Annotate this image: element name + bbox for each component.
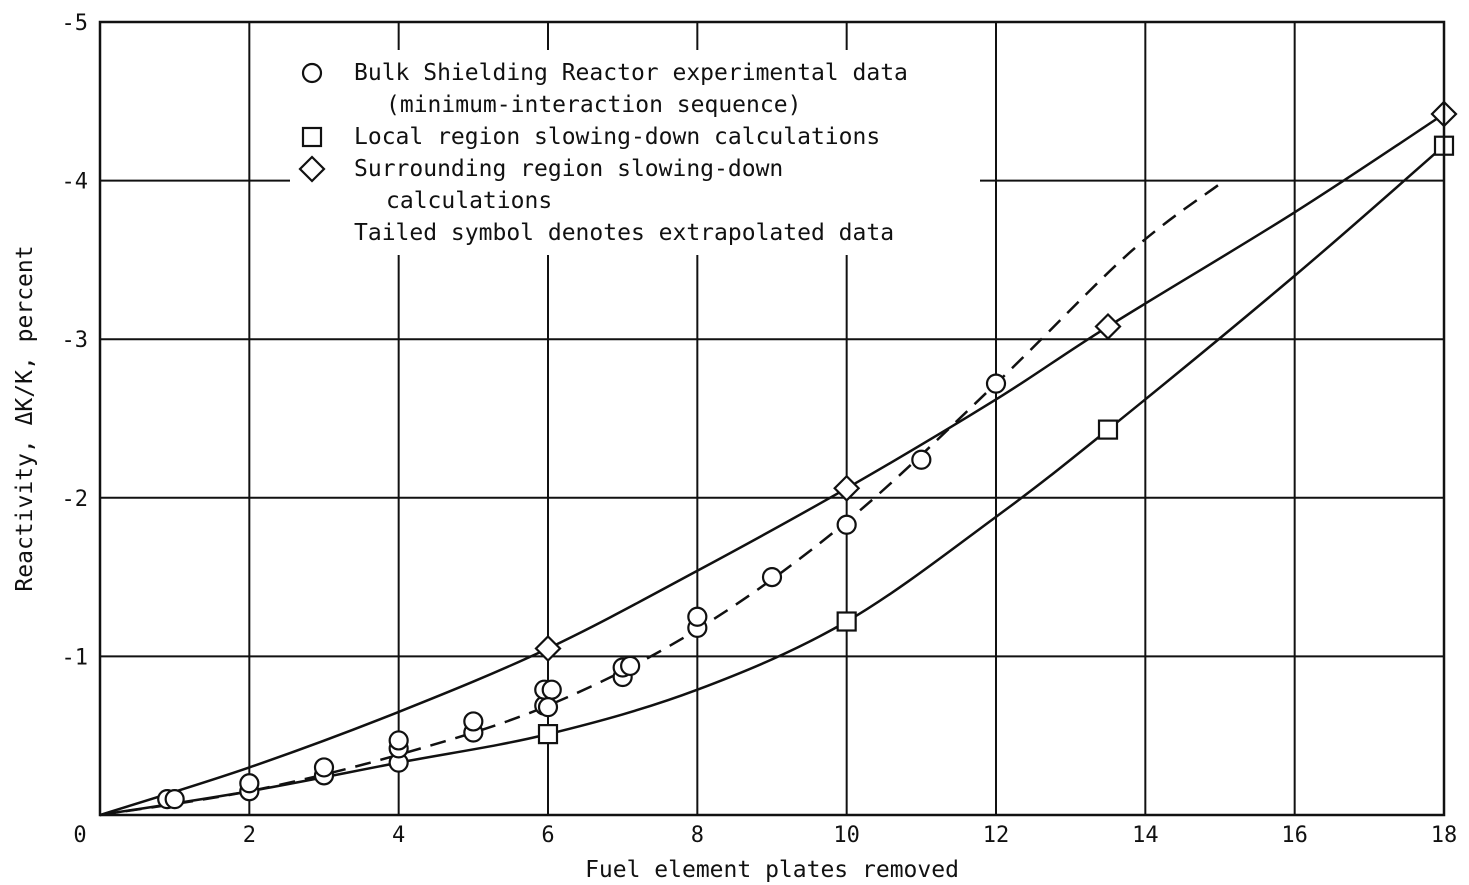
x-tick-label: 2	[243, 823, 256, 848]
y-tick-label: -2	[62, 487, 89, 512]
x-tick-label: 8	[691, 823, 704, 848]
circle-point	[390, 731, 408, 749]
circle-point	[621, 657, 639, 675]
x-tick-label: 12	[983, 823, 1010, 848]
legend-entry-text: Local region slowing-down calculations	[354, 124, 880, 150]
legend-entry-text: Surrounding region slowing-down	[354, 156, 783, 182]
legend-square-icon	[303, 128, 321, 146]
circle-point	[688, 608, 706, 626]
legend-entry-text: (minimum-interaction sequence)	[386, 92, 801, 118]
circle-point	[543, 681, 561, 699]
legend-entry-text: Bulk Shielding Reactor experimental data	[354, 60, 908, 86]
y-tick-label: -1	[62, 645, 89, 670]
diamond-point	[1096, 315, 1120, 339]
circle-point	[838, 516, 856, 534]
circle-point	[464, 712, 482, 730]
y-tick-label: -4	[62, 170, 89, 195]
x-tick-label: 10	[833, 823, 860, 848]
x-tick-label: 14	[1132, 823, 1159, 848]
x-tick-label: 4	[392, 823, 405, 848]
circle-point	[912, 451, 930, 469]
x-tick-label: 18	[1431, 823, 1458, 848]
circle-point	[763, 568, 781, 586]
x-tick-label: 16	[1281, 823, 1308, 848]
y-tick-label: -5	[62, 11, 89, 36]
circle-point	[987, 375, 1005, 393]
legend-entry-text: calculations	[386, 188, 552, 214]
x-axis-label: Fuel element plates removed	[585, 857, 959, 883]
circle-point	[166, 790, 184, 808]
x-tick-label: 0	[73, 823, 86, 848]
y-tick-label: -3	[62, 328, 89, 353]
circle-point	[315, 758, 333, 776]
legend-circle-icon	[303, 64, 321, 82]
square-point	[1099, 421, 1117, 439]
y-axis-label: Reactivity, ΔK/K, percent	[12, 245, 38, 591]
x-tick-label: 6	[541, 823, 554, 848]
circle-point	[539, 698, 557, 716]
square-point	[539, 725, 557, 743]
circle-point	[240, 774, 258, 792]
legend-entry-text: Tailed symbol denotes extrapolated data	[354, 220, 894, 246]
square-point	[838, 613, 856, 631]
circle-series-curve	[100, 184, 1220, 815]
diamond-point	[835, 476, 859, 500]
